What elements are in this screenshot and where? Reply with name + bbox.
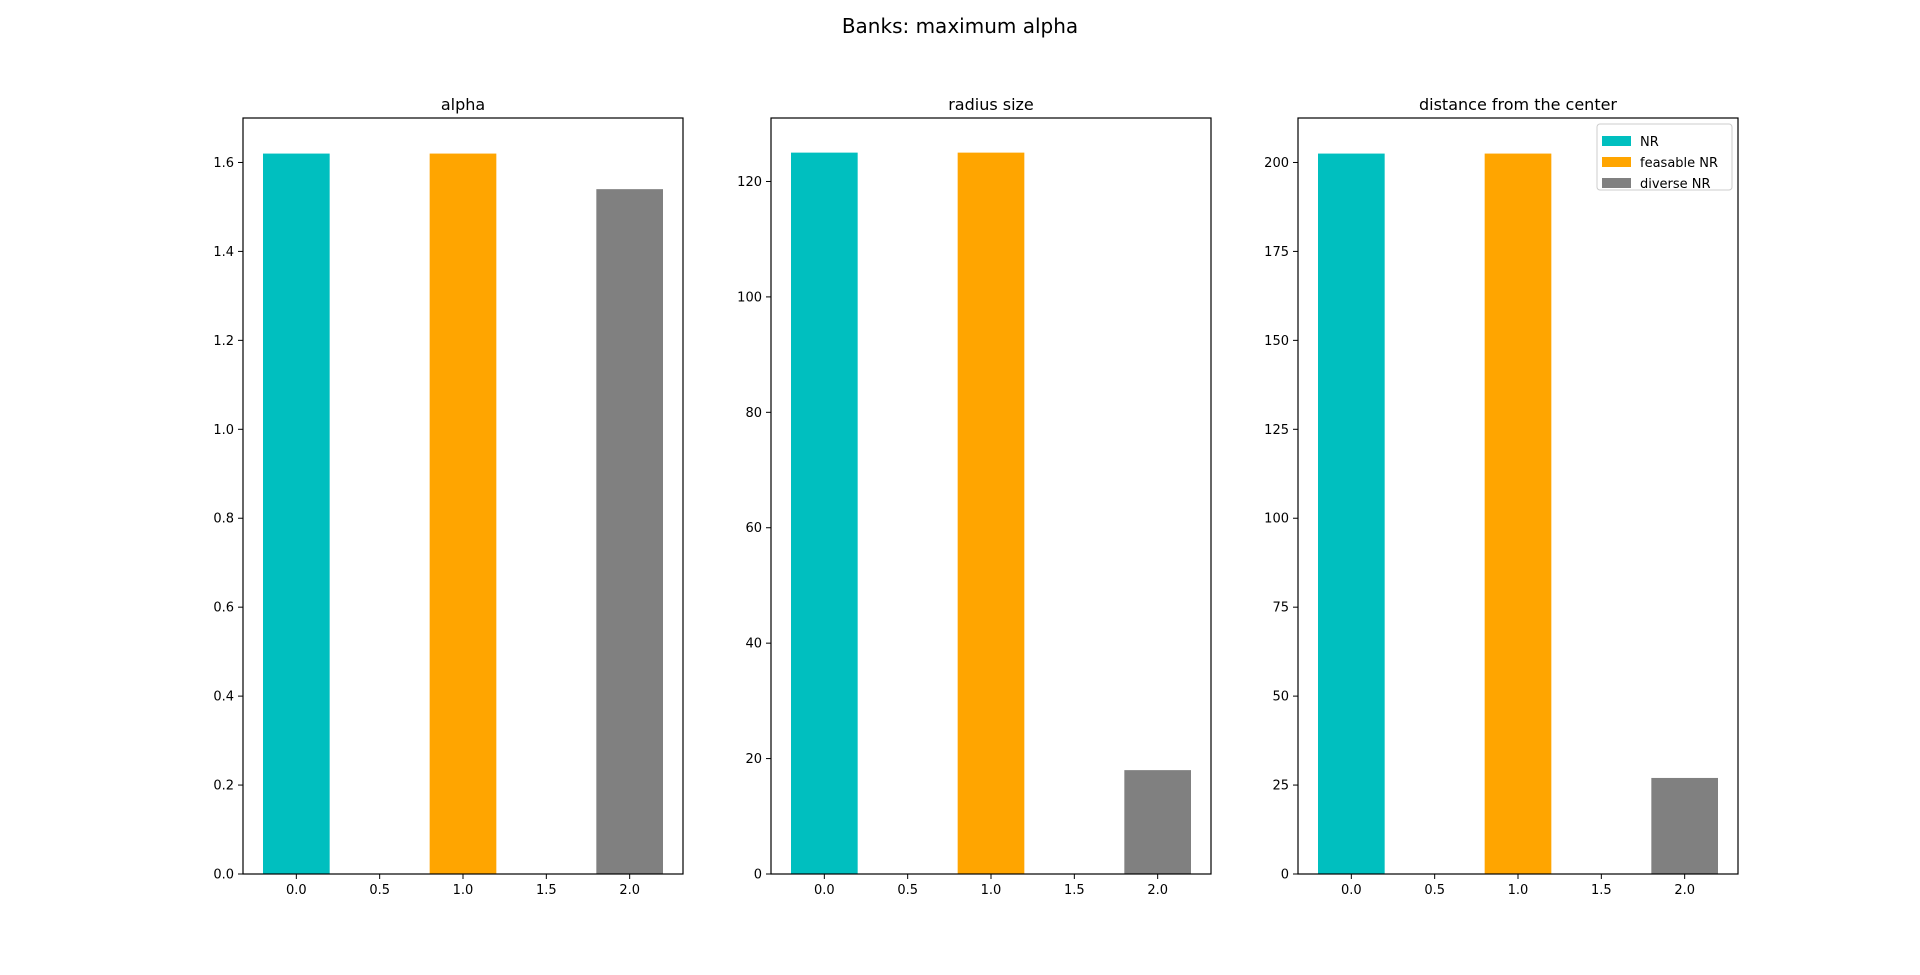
- x-tick-label: 2.0: [1147, 883, 1168, 898]
- legend-label: feasable NR: [1640, 156, 1718, 171]
- subplot-title: radius size: [948, 95, 1034, 114]
- figure-title: Banks: maximum alpha: [841, 14, 1079, 38]
- bar-feasable-nr: [1484, 153, 1552, 874]
- x-tick-label: 2.0: [619, 883, 640, 898]
- y-tick-label: 1.2: [213, 334, 234, 349]
- y-tick-label: 1.6: [213, 156, 234, 171]
- y-tick-label: 50: [1272, 690, 1289, 705]
- bar-nr: [1318, 153, 1385, 874]
- y-tick-label: 0.2: [213, 779, 234, 794]
- subplot-title: alpha: [441, 95, 485, 114]
- bar-nr: [263, 153, 330, 874]
- y-tick-label: 60: [745, 521, 762, 536]
- y-tick-label: 25: [1272, 779, 1289, 794]
- legend-swatch: [1602, 178, 1631, 188]
- y-tick-label: 0.0: [213, 868, 234, 883]
- bar-diverse-nr: [1651, 777, 1718, 874]
- x-tick-label: 1.5: [1064, 883, 1085, 898]
- y-tick-label: 40: [745, 637, 762, 652]
- bar-diverse-nr: [1124, 770, 1191, 874]
- legend: NR feasable NR diverse NR: [1596, 123, 1733, 192]
- legend-swatch: [1602, 136, 1631, 146]
- y-tick-label: 125: [1264, 423, 1289, 438]
- x-tick-label: 1.5: [1591, 883, 1612, 898]
- subplot-2: 0.0 0.5 1.0 1.5 2.0 0 20 40 60 80 100 120 radius siz…: [737, 95, 1212, 898]
- x-tick-label: 2.0: [1674, 883, 1695, 898]
- x-tick-label: 1.0: [453, 883, 474, 898]
- x-tick-label: 1.5: [536, 883, 557, 898]
- x-tick-label: 0.5: [1424, 883, 1445, 898]
- y-tick-label: 150: [1264, 334, 1289, 349]
- x-tick-label: 0.0: [286, 883, 307, 898]
- y-tick-label: 1.4: [213, 245, 234, 260]
- y-tick-label: 200: [1264, 156, 1289, 171]
- subplot-title: distance from the center: [1419, 95, 1617, 114]
- x-tick-label: 0.0: [1341, 883, 1362, 898]
- y-tick-label: 175: [1264, 245, 1289, 260]
- y-tick-label: 100: [1264, 512, 1289, 527]
- y-tick-label: 0.4: [213, 690, 234, 705]
- x-tick-label: 1.0: [981, 883, 1002, 898]
- y-tick-label: 0.6: [213, 601, 234, 616]
- y-tick-label: 0: [1281, 868, 1289, 883]
- y-tick-label: 0: [754, 868, 762, 883]
- legend-label: diverse NR: [1640, 177, 1711, 192]
- bar-feasable-nr: [957, 152, 1025, 874]
- x-tick-label: 1.0: [1508, 883, 1529, 898]
- y-tick-label: 120: [737, 175, 762, 190]
- y-tick-label: 100: [737, 290, 762, 305]
- bar-diverse-nr: [596, 189, 663, 874]
- x-tick-label: 0.5: [369, 883, 390, 898]
- x-tick-label: 0.5: [897, 883, 918, 898]
- subplot-1: 0.0 0.5 1.0 1.5 2.0 0.0 0.2 0.4 0.6 0.8 1.0 1.2 1.4 1…: [213, 95, 684, 898]
- bar-nr: [791, 152, 858, 874]
- y-tick-label: 75: [1272, 601, 1289, 616]
- bar-feasable-nr: [429, 153, 497, 874]
- x-tick-label: 0.0: [814, 883, 835, 898]
- y-tick-label: 20: [745, 752, 762, 767]
- legend-label: NR: [1640, 135, 1659, 150]
- y-tick-label: 1.0: [213, 423, 234, 438]
- subplot-3: 0.0 0.5 1.0 1.5 2.0 0 25 50 75 100 125 150 175 200 dis…: [1264, 95, 1739, 898]
- y-tick-label: 0.8: [213, 512, 234, 527]
- y-tick-label: 80: [745, 406, 762, 421]
- legend-swatch: [1602, 157, 1631, 167]
